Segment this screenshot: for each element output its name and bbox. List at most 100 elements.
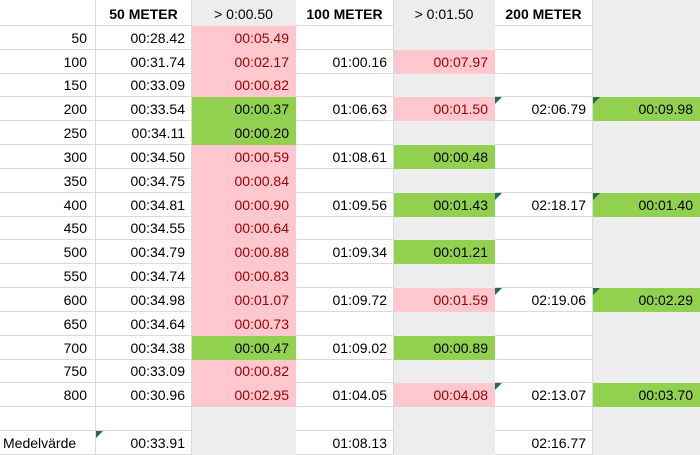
cell[interactable]: 00:01.50	[394, 97, 495, 122]
cell[interactable]: 00:34.75	[96, 168, 192, 193]
cell[interactable]	[593, 335, 700, 360]
cell[interactable]: 00:00.83	[192, 264, 296, 289]
cell[interactable]: 00:00.48	[394, 145, 495, 169]
cell[interactable]: 00:00.82	[192, 359, 296, 384]
cell[interactable]: 01:06.63	[296, 97, 394, 122]
cell[interactable]	[593, 49, 700, 74]
cell[interactable]	[495, 168, 593, 193]
cell[interactable]: 00:09.98	[593, 97, 700, 122]
cell[interactable]: 00:33.54	[96, 97, 192, 122]
column-header[interactable]	[593, 0, 700, 26]
cell[interactable]: 02:16.77	[495, 431, 593, 455]
cell[interactable]: 00:34.38	[96, 335, 192, 360]
cell[interactable]	[593, 311, 700, 336]
cell[interactable]: 00:01.21	[394, 240, 495, 265]
cell[interactable]: 00:34.64	[96, 311, 192, 336]
cell[interactable]: 00:00.73	[192, 311, 296, 336]
cell[interactable]	[593, 121, 700, 146]
cell[interactable]: 00:00.20	[192, 121, 296, 146]
cell[interactable]	[593, 73, 700, 98]
cell[interactable]	[593, 240, 700, 265]
cell[interactable]	[495, 335, 593, 360]
cell[interactable]: 00:00.84	[192, 168, 296, 193]
row-label[interactable]: 400	[0, 192, 96, 217]
cell[interactable]: 00:34.55	[96, 216, 192, 241]
cell[interactable]: 00:01.59	[394, 288, 495, 312]
cell[interactable]: 00:34.74	[96, 264, 192, 289]
cell[interactable]: 00:00.37	[192, 97, 296, 122]
cell[interactable]	[495, 359, 593, 384]
cell[interactable]	[296, 26, 394, 50]
cell[interactable]: 00:34.98	[96, 288, 192, 312]
cell[interactable]: 00:34.11	[96, 121, 192, 146]
cell[interactable]	[495, 311, 593, 336]
row-label[interactable]: 550	[0, 264, 96, 289]
cell[interactable]	[495, 216, 593, 241]
cell[interactable]	[296, 359, 394, 384]
cell[interactable]: 00:07.97	[394, 49, 495, 74]
cell[interactable]: 00:01.40	[593, 192, 700, 217]
cell[interactable]	[192, 431, 296, 455]
row-label[interactable]	[0, 407, 96, 432]
cell[interactable]	[394, 26, 495, 50]
cell[interactable]	[394, 121, 495, 146]
cell[interactable]: 01:08.13	[296, 431, 394, 455]
cell[interactable]	[296, 264, 394, 289]
cell[interactable]	[495, 240, 593, 265]
cell[interactable]: 00:01.07	[192, 288, 296, 312]
cell[interactable]: 02:19.06	[495, 288, 593, 312]
cell[interactable]: 00:00.88	[192, 240, 296, 265]
cell[interactable]	[593, 26, 700, 50]
cell[interactable]: 00:04.08	[394, 383, 495, 408]
cell[interactable]: 01:04.05	[296, 383, 394, 408]
row-label[interactable]: 700	[0, 335, 96, 360]
cell[interactable]	[296, 168, 394, 193]
cell[interactable]: 00:02.95	[192, 383, 296, 408]
cell[interactable]: 01:09.02	[296, 335, 394, 360]
row-label[interactable]: 200	[0, 97, 96, 122]
cell[interactable]	[394, 264, 495, 289]
cell[interactable]	[495, 121, 593, 146]
cell[interactable]	[296, 73, 394, 98]
cell[interactable]: 00:02.29	[593, 288, 700, 312]
row-label[interactable]: 450	[0, 216, 96, 241]
column-header[interactable]: 50 METER	[96, 0, 192, 26]
cell[interactable]	[394, 359, 495, 384]
cell[interactable]	[593, 168, 700, 193]
cell[interactable]	[495, 26, 593, 50]
column-header[interactable]: 200 METER	[495, 0, 593, 26]
cell[interactable]	[394, 216, 495, 241]
cell[interactable]: 00:34.50	[96, 145, 192, 169]
cell[interactable]: 00:00.82	[192, 73, 296, 98]
cell[interactable]	[296, 311, 394, 336]
cell[interactable]	[495, 73, 593, 98]
column-header[interactable]: > 0:00.50	[192, 0, 296, 26]
cell[interactable]: 00:30.96	[96, 383, 192, 408]
column-header[interactable]: > 0:01.50	[394, 0, 495, 26]
row-label[interactable]: 150	[0, 73, 96, 98]
row-label[interactable]: 250	[0, 121, 96, 146]
cell[interactable]: 00:31.74	[96, 49, 192, 74]
cell[interactable]: 00:01.43	[394, 192, 495, 217]
cell[interactable]	[593, 216, 700, 241]
cell[interactable]: 00:00.90	[192, 192, 296, 217]
row-label[interactable]: 350	[0, 168, 96, 193]
cell[interactable]: 01:09.56	[296, 192, 394, 217]
row-label[interactable]: 800	[0, 383, 96, 408]
cell[interactable]	[593, 145, 700, 169]
cell[interactable]	[394, 407, 495, 432]
cell[interactable]	[495, 264, 593, 289]
cell[interactable]: 02:13.07	[495, 383, 593, 408]
row-label[interactable]: 650	[0, 311, 96, 336]
cell[interactable]	[593, 359, 700, 384]
cell[interactable]	[394, 311, 495, 336]
cell[interactable]: 01:09.34	[296, 240, 394, 265]
cell[interactable]	[593, 407, 700, 432]
cell[interactable]	[296, 216, 394, 241]
cell[interactable]	[495, 49, 593, 74]
cell[interactable]: 01:08.61	[296, 145, 394, 169]
cell[interactable]: 00:05.49	[192, 26, 296, 50]
row-label[interactable]: 600	[0, 288, 96, 312]
cell[interactable]: 00:00.59	[192, 145, 296, 169]
cell[interactable]: 00:03.70	[593, 383, 700, 408]
